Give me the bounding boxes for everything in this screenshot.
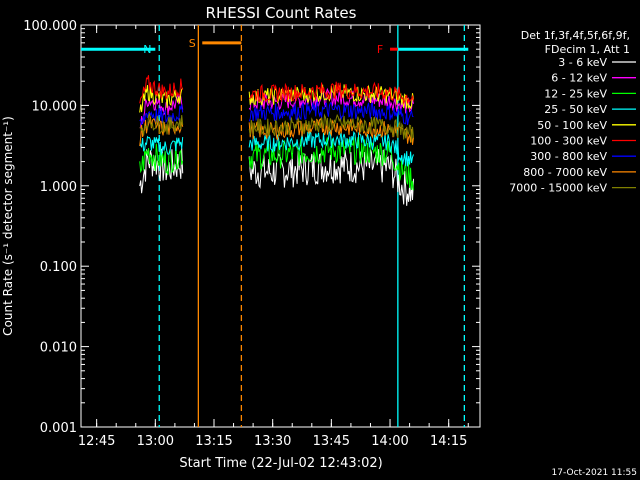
legend-entry-label: 800 - 7000 keV — [523, 166, 607, 179]
x-tick-label: 14:15 — [430, 434, 467, 449]
series-line — [139, 113, 414, 143]
legend-entry-label: 3 - 6 keV — [558, 56, 607, 69]
series-line — [139, 101, 414, 126]
x-tick-label: 13:15 — [195, 434, 232, 449]
x-tick-label: 13:00 — [137, 434, 174, 449]
legend-entry-label: 50 - 100 keV — [537, 119, 607, 132]
series-line — [139, 129, 414, 167]
footer-date: 17-Oct-2021 11:55 — [552, 468, 637, 478]
legend-entry-label: 12 - 25 keV — [544, 87, 607, 100]
y-tick-label: 0.010 — [40, 341, 77, 356]
y-tick-label: 1.000 — [40, 180, 77, 195]
legend-entry-label: 7000 - 15000 keV — [509, 182, 607, 195]
series-line — [139, 75, 414, 105]
x-tick-label: 13:30 — [254, 434, 291, 449]
x-tick-label: 14:00 — [371, 434, 408, 449]
plot-frame — [80, 24, 481, 428]
legend-entry-label: 100 - 300 keV — [530, 135, 607, 148]
legend-entry-label: 25 - 50 keV — [544, 103, 607, 116]
legend-entry-label: 6 - 12 keV — [551, 72, 607, 85]
x-tick-label: 13:45 — [313, 434, 350, 449]
y-tick-label: 100.000 — [23, 19, 77, 34]
x-axis-label: Start Time (22-Jul-02 12:43:02) — [179, 456, 382, 471]
y-tick-label: 0.001 — [40, 421, 77, 436]
x-tick-label: 12:45 — [78, 434, 115, 449]
annotation-label: F — [377, 43, 383, 56]
y-tick-label: 10.000 — [32, 99, 78, 114]
y-axis-label: Count Rate (s⁻¹ detector segment⁻¹) — [1, 116, 15, 336]
legend-header: FDecim 1, Att 1 — [545, 43, 630, 56]
y-tick-label: 0.100 — [40, 260, 77, 275]
annotation-label: N — [143, 43, 151, 56]
legend-entry-label: 300 - 800 keV — [530, 150, 607, 163]
annotation-label: S — [189, 37, 196, 50]
legend-header: Det 1f,3f,4f,5f,6f,9f, — [521, 29, 630, 42]
chart-title: RHESSI Count Rates — [206, 4, 357, 22]
